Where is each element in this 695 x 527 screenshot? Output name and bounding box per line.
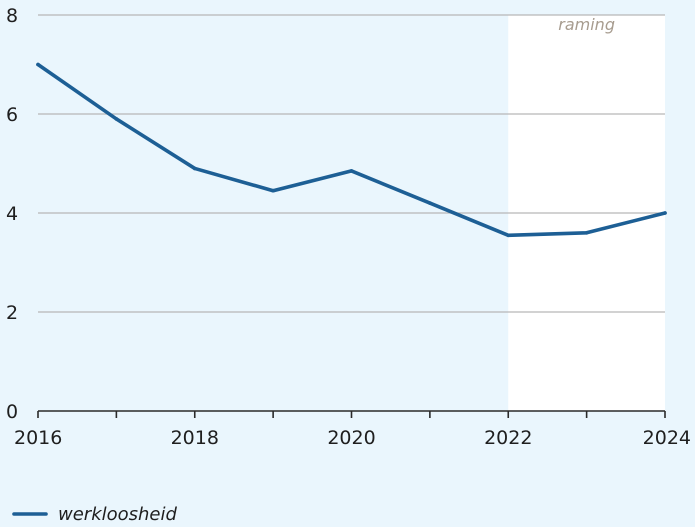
x-tick-label-2016: 2016 (14, 427, 62, 449)
data-point-2021 (428, 201, 432, 205)
data-point-2016 (36, 62, 40, 67)
data-point-2022 (506, 233, 511, 238)
data-point-2020 (349, 169, 354, 173)
x-tick-label-2020: 2020 (327, 427, 375, 449)
x-tick-label-2024: 2024 (643, 427, 691, 449)
y-tick-label-6: 6 (6, 104, 18, 126)
data-point-2023 (584, 231, 589, 235)
data-point-2018 (192, 166, 197, 171)
y-tick-labels: 0 2 4 6 8 (6, 5, 18, 423)
data-point-2017 (114, 117, 119, 121)
forecast-label: raming (558, 15, 615, 34)
x-tick-label-2022: 2022 (484, 427, 532, 449)
points-group (36, 62, 667, 238)
legend-label: werkloosheid (58, 504, 178, 525)
data-point-2024 (663, 211, 667, 215)
y-tick-label-0: 0 (6, 401, 18, 423)
y-tick-label-2: 2 (6, 302, 18, 324)
data-point-2019 (271, 188, 275, 193)
y-tick-label-4: 4 (6, 203, 18, 225)
x-axis (37, 410, 666, 418)
y-tick-label-8: 8 (6, 5, 18, 27)
x-tick-labels: 2016 2018 2020 2022 2024 (14, 427, 691, 449)
x-tick-label-2018: 2018 (171, 427, 219, 449)
legend: werkloosheid (12, 504, 178, 525)
grid-lines (38, 14, 665, 313)
